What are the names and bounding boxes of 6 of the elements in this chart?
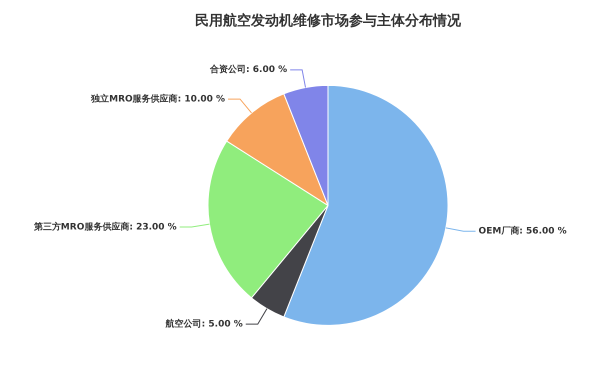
chart-title: 民用航空发动机维修市场参与主体分布情况 [195, 12, 462, 30]
slice-label: 合资公司: 6.00 % [209, 64, 288, 76]
slice-label: 第三方MRO服务供应商: 23.00 % [32, 221, 177, 232]
slice-label: 航空公司: 5.00 % [164, 318, 243, 330]
slice-label: 独立MRO服务供应商: 10.00 % [90, 93, 226, 104]
slice-label: OEM厂商: 56.00 % [478, 226, 567, 237]
